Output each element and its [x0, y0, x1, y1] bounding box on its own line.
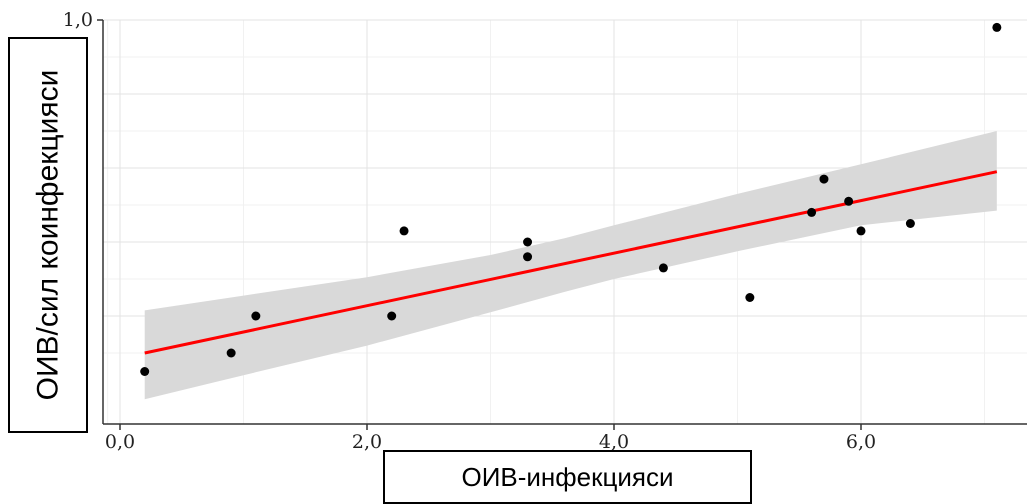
data-point-7 [658, 263, 668, 273]
data-point-2 [251, 311, 261, 321]
data-point-11 [844, 196, 854, 206]
data-point-3 [387, 311, 397, 321]
data-point-14 [992, 22, 1002, 32]
x-tick-label-1: 2,0 [352, 431, 382, 453]
data-point-12 [856, 226, 866, 236]
data-point-6 [523, 252, 533, 262]
data-point-4 [399, 226, 409, 236]
trend-line-layer [144, 170, 998, 355]
x-tick-label-2: 4,0 [599, 431, 629, 453]
confidence-band-layer [144, 131, 997, 400]
chart: 0,0 2,0 4,0 6,0 1,0 [63, 9, 1027, 453]
confidence-band [144, 131, 997, 400]
data-point-0 [140, 367, 150, 376]
y-axis-label: ОИВ/сил коинфекцияси [31, 69, 64, 401]
x-tick-label-0: 0,0 [105, 431, 135, 453]
y-tick-label-0: 1,0 [63, 9, 93, 31]
x-axis-label: ОИВ-инфекцияси [461, 461, 674, 492]
data-point-1 [226, 348, 236, 358]
y-axis-label-box: ОИВ/сил коинфекцияси [8, 37, 88, 433]
data-point-10 [819, 174, 829, 184]
data-point-13 [905, 219, 915, 228]
tick-labels: 0,0 2,0 4,0 6,0 1,0 [63, 9, 876, 453]
data-points [140, 22, 1002, 376]
data-point-9 [807, 207, 817, 217]
trend-line [144, 170, 998, 355]
axes [97, 19, 1027, 430]
x-tick-label-3: 6,0 [846, 431, 876, 453]
data-point-5 [523, 237, 533, 247]
data-point-8 [745, 293, 755, 302]
x-axis-label-box: ОИВ-инфекцияси [383, 450, 752, 504]
